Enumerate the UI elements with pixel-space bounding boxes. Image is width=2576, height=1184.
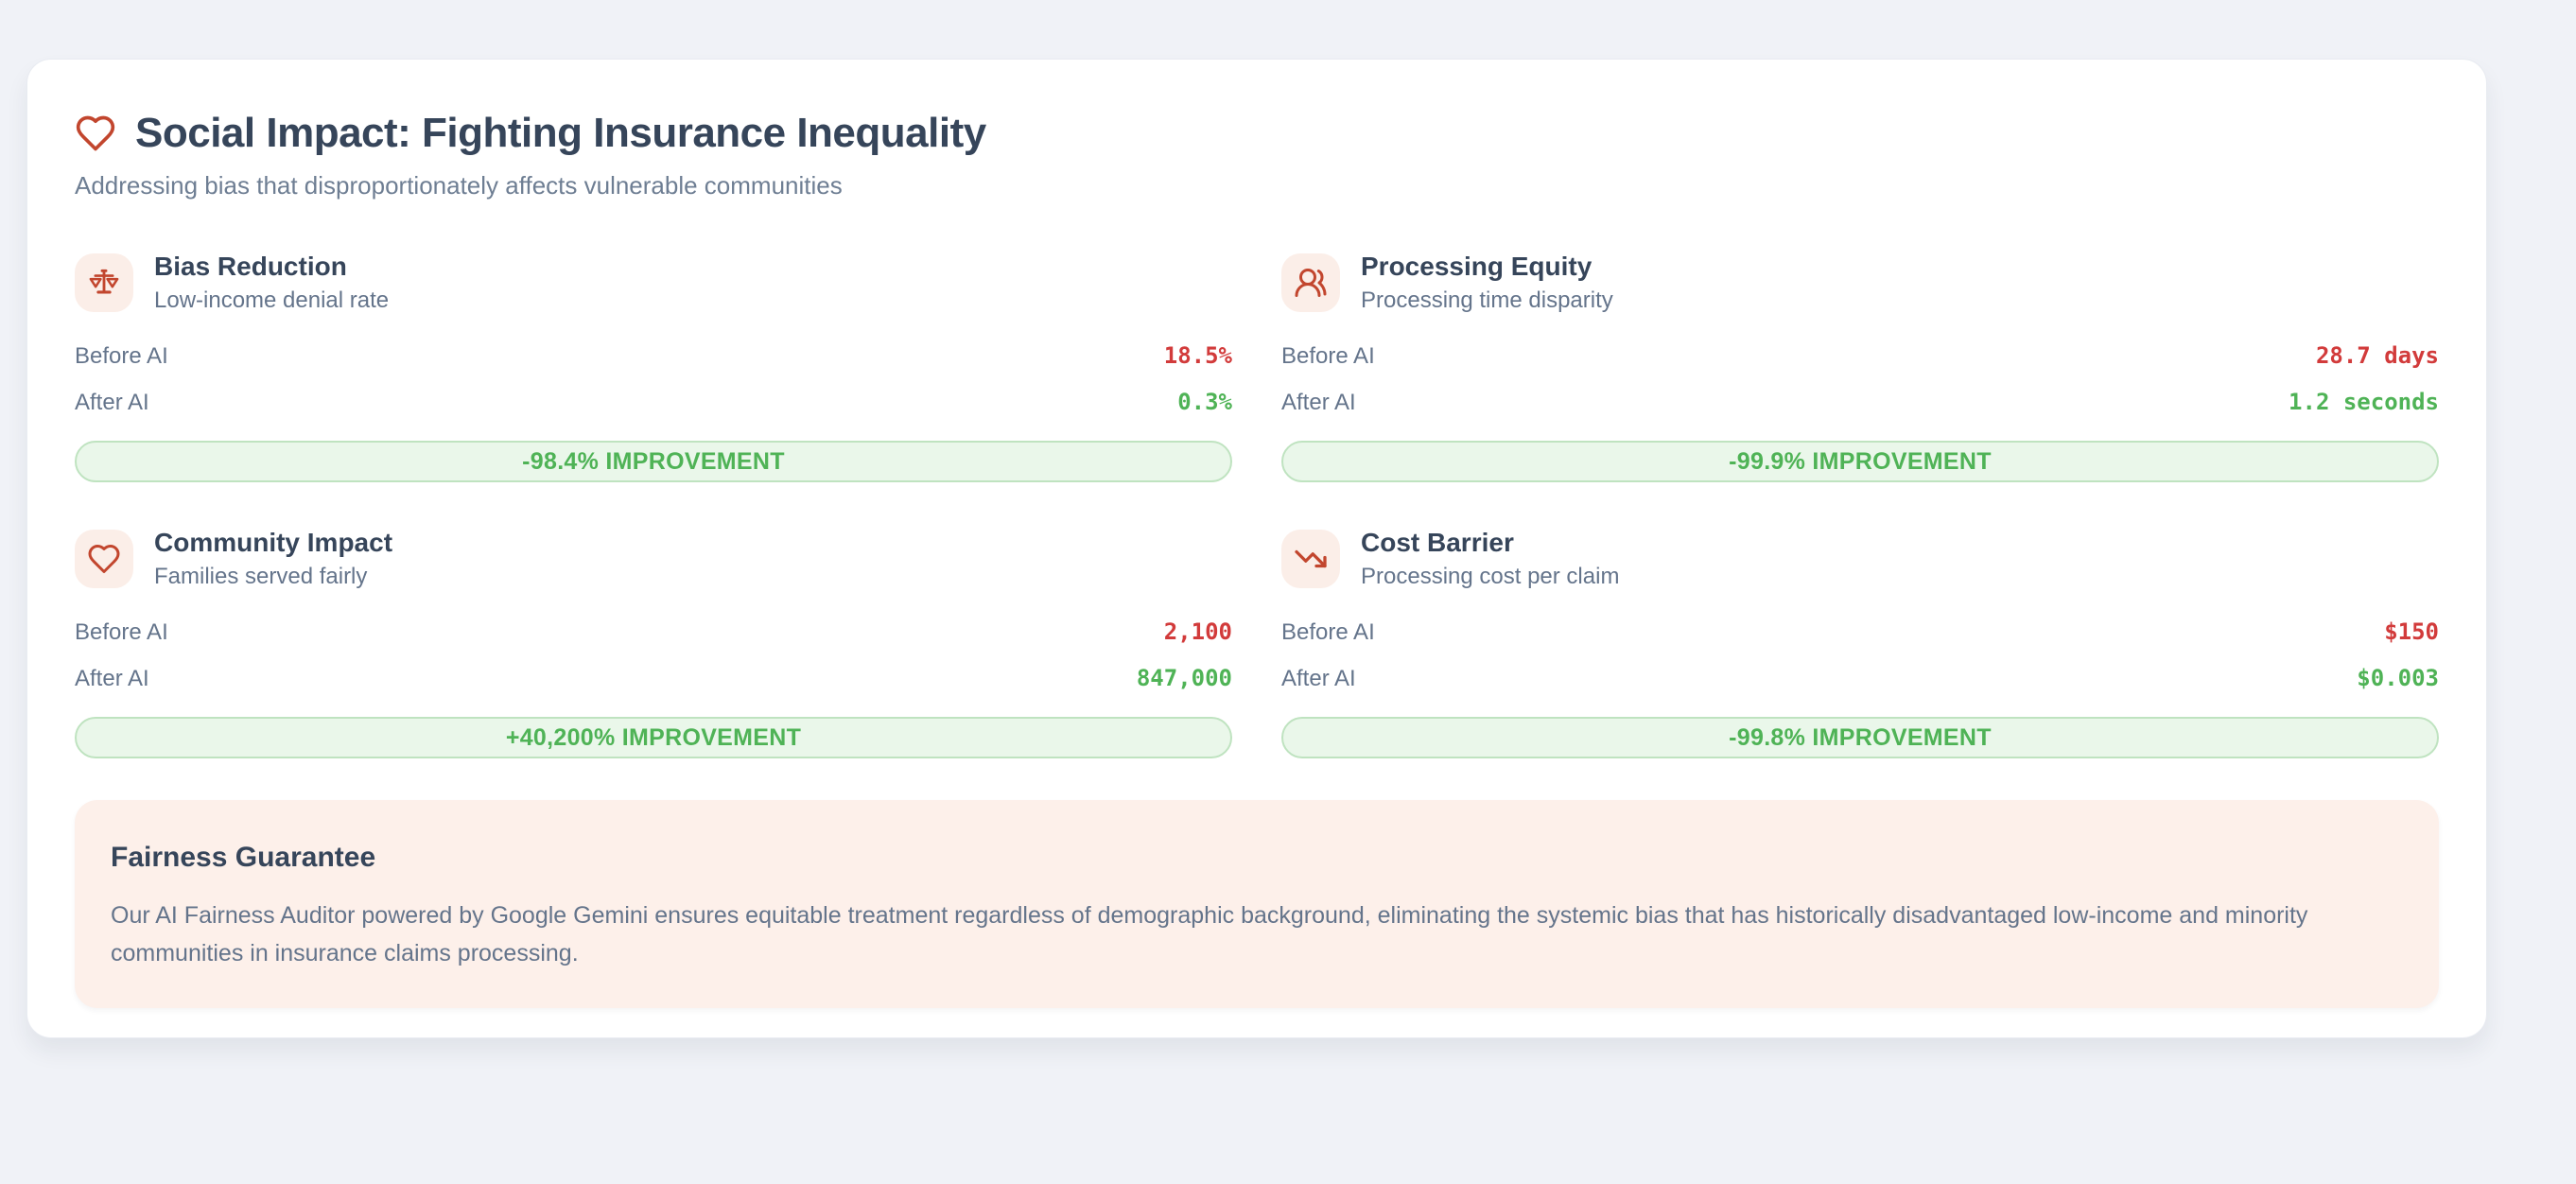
- after-row: After AI 0.3%: [75, 389, 1232, 416]
- before-value: $150: [2384, 618, 2439, 645]
- fairness-title: Fairness Guarantee: [111, 842, 376, 873]
- metric-title: Community Impact: [154, 528, 393, 557]
- before-label: Before AI: [75, 619, 168, 645]
- before-row: Before AI 2,100: [75, 618, 1232, 646]
- card-header: Social Impact: Fighting Insurance Inequa…: [75, 110, 2439, 156]
- improvement-badge: -98.4% IMPROVEMENT: [75, 441, 1232, 482]
- heart-icon: [75, 530, 133, 588]
- before-label: Before AI: [1281, 343, 1375, 369]
- metric-subtitle: Families served fairly: [154, 564, 368, 589]
- after-value: 0.3%: [1177, 389, 1232, 415]
- scale-icon: [75, 253, 133, 312]
- fairness-body: Our AI Fairness Auditor powered by Googl…: [111, 902, 2308, 966]
- improvement-badge: -99.9% IMPROVEMENT: [1281, 441, 2439, 482]
- metric-subtitle: Low-income denial rate: [154, 287, 390, 313]
- metric-processing-equity: Processing Equity Processing time dispar…: [1281, 252, 2439, 482]
- after-label: After AI: [1281, 390, 1356, 415]
- before-value: 28.7 days: [2315, 342, 2439, 369]
- metrics-grid: Bias Reduction Low-income denial rate Be…: [75, 252, 2439, 758]
- metric-bias-reduction: Bias Reduction Low-income denial rate Be…: [75, 252, 1232, 482]
- before-row: Before AI 28.7 days: [1281, 342, 2439, 370]
- metric-title: Bias Reduction: [154, 252, 347, 281]
- after-row: After AI 1.2 seconds: [1281, 389, 2439, 416]
- after-label: After AI: [75, 390, 149, 415]
- after-row: After AI 847,000: [75, 665, 1232, 692]
- metric-cost-barrier: Cost Barrier Processing cost per claim B…: [1281, 528, 2439, 758]
- metric-subtitle: Processing cost per claim: [1361, 564, 1620, 589]
- before-value: 2,100: [1163, 618, 1232, 645]
- after-row: After AI $0.003: [1281, 665, 2439, 692]
- before-value: 18.5%: [1163, 342, 1232, 369]
- metric-title: Processing Equity: [1361, 252, 1593, 281]
- metric-community-impact: Community Impact Families served fairly …: [75, 528, 1232, 758]
- before-label: Before AI: [75, 343, 168, 369]
- after-value: 847,000: [1136, 665, 1232, 691]
- metric-title: Cost Barrier: [1361, 528, 1514, 557]
- heart-icon: [75, 113, 116, 154]
- after-label: After AI: [1281, 666, 1356, 691]
- page-subtitle: Addressing bias that disproportionately …: [75, 171, 843, 200]
- before-row: Before AI $150: [1281, 618, 2439, 646]
- fairness-guarantee-panel: Fairness Guarantee Our AI Fairness Audit…: [75, 800, 2439, 1008]
- improvement-badge: +40,200% IMPROVEMENT: [75, 717, 1232, 758]
- before-label: Before AI: [1281, 619, 1375, 645]
- users-icon: [1281, 253, 1340, 312]
- after-value: 1.2 seconds: [2289, 389, 2439, 415]
- after-value: $0.003: [2357, 665, 2439, 691]
- trending-down-icon: [1281, 530, 1340, 588]
- improvement-badge: -99.8% IMPROVEMENT: [1281, 717, 2439, 758]
- after-label: After AI: [75, 666, 149, 691]
- social-impact-card: Social Impact: Fighting Insurance Inequa…: [26, 59, 2487, 1038]
- metric-subtitle: Processing time disparity: [1361, 287, 1613, 313]
- before-row: Before AI 18.5%: [75, 342, 1232, 370]
- page-title: Social Impact: Fighting Insurance Inequa…: [135, 110, 986, 156]
